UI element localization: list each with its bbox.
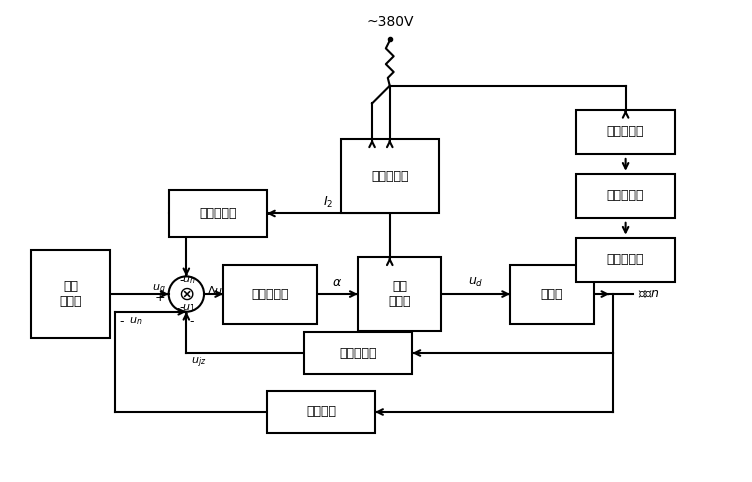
Text: 电流互感器: 电流互感器 — [199, 207, 237, 220]
Text: $u_g$: $u_g$ — [152, 283, 165, 297]
Text: 电动机磁场: 电动机磁场 — [607, 253, 644, 266]
Text: 移相触发器: 移相触发器 — [251, 288, 289, 301]
Text: $u_n$: $u_n$ — [129, 315, 143, 326]
Bar — [341, 139, 439, 213]
Text: -: - — [179, 301, 183, 314]
Text: 整流变压器: 整流变压器 — [371, 170, 408, 183]
Text: $u_{jz}$: $u_{jz}$ — [191, 356, 207, 370]
Text: 测速反馈: 测速反馈 — [306, 405, 336, 418]
Bar — [577, 174, 675, 218]
Text: $u_d$: $u_d$ — [468, 276, 484, 289]
Bar — [31, 250, 110, 338]
Bar — [168, 190, 267, 237]
Text: 转速$n$: 转速$n$ — [638, 288, 660, 301]
Text: -: - — [179, 274, 183, 287]
Text: 晶闸
管整流: 晶闸 管整流 — [388, 280, 411, 308]
Text: -: - — [120, 315, 124, 328]
Bar — [510, 265, 593, 323]
Text: $I_2$: $I_2$ — [323, 194, 333, 210]
Text: 磁场变压器: 磁场变压器 — [607, 125, 644, 138]
Text: $\alpha$: $\alpha$ — [332, 276, 342, 289]
Text: 三相整流桥: 三相整流桥 — [607, 189, 644, 202]
Text: ⊗: ⊗ — [178, 284, 195, 304]
Bar — [577, 110, 675, 154]
Bar — [223, 265, 317, 323]
Bar — [358, 257, 441, 331]
Text: 速度
给定器: 速度 给定器 — [59, 280, 82, 308]
Text: $u_n$: $u_n$ — [181, 274, 195, 286]
Text: -: - — [190, 315, 194, 328]
Text: ~380V: ~380V — [366, 15, 414, 29]
Bar — [577, 238, 675, 282]
Bar — [267, 391, 375, 433]
Text: $\Delta u$: $\Delta u$ — [207, 284, 223, 296]
Bar — [305, 333, 412, 374]
Text: +: + — [155, 292, 165, 305]
Text: $u_1$: $u_1$ — [182, 302, 195, 314]
Text: 微分负反馈: 微分负反馈 — [340, 347, 377, 360]
Text: 电动机: 电动机 — [541, 288, 563, 301]
